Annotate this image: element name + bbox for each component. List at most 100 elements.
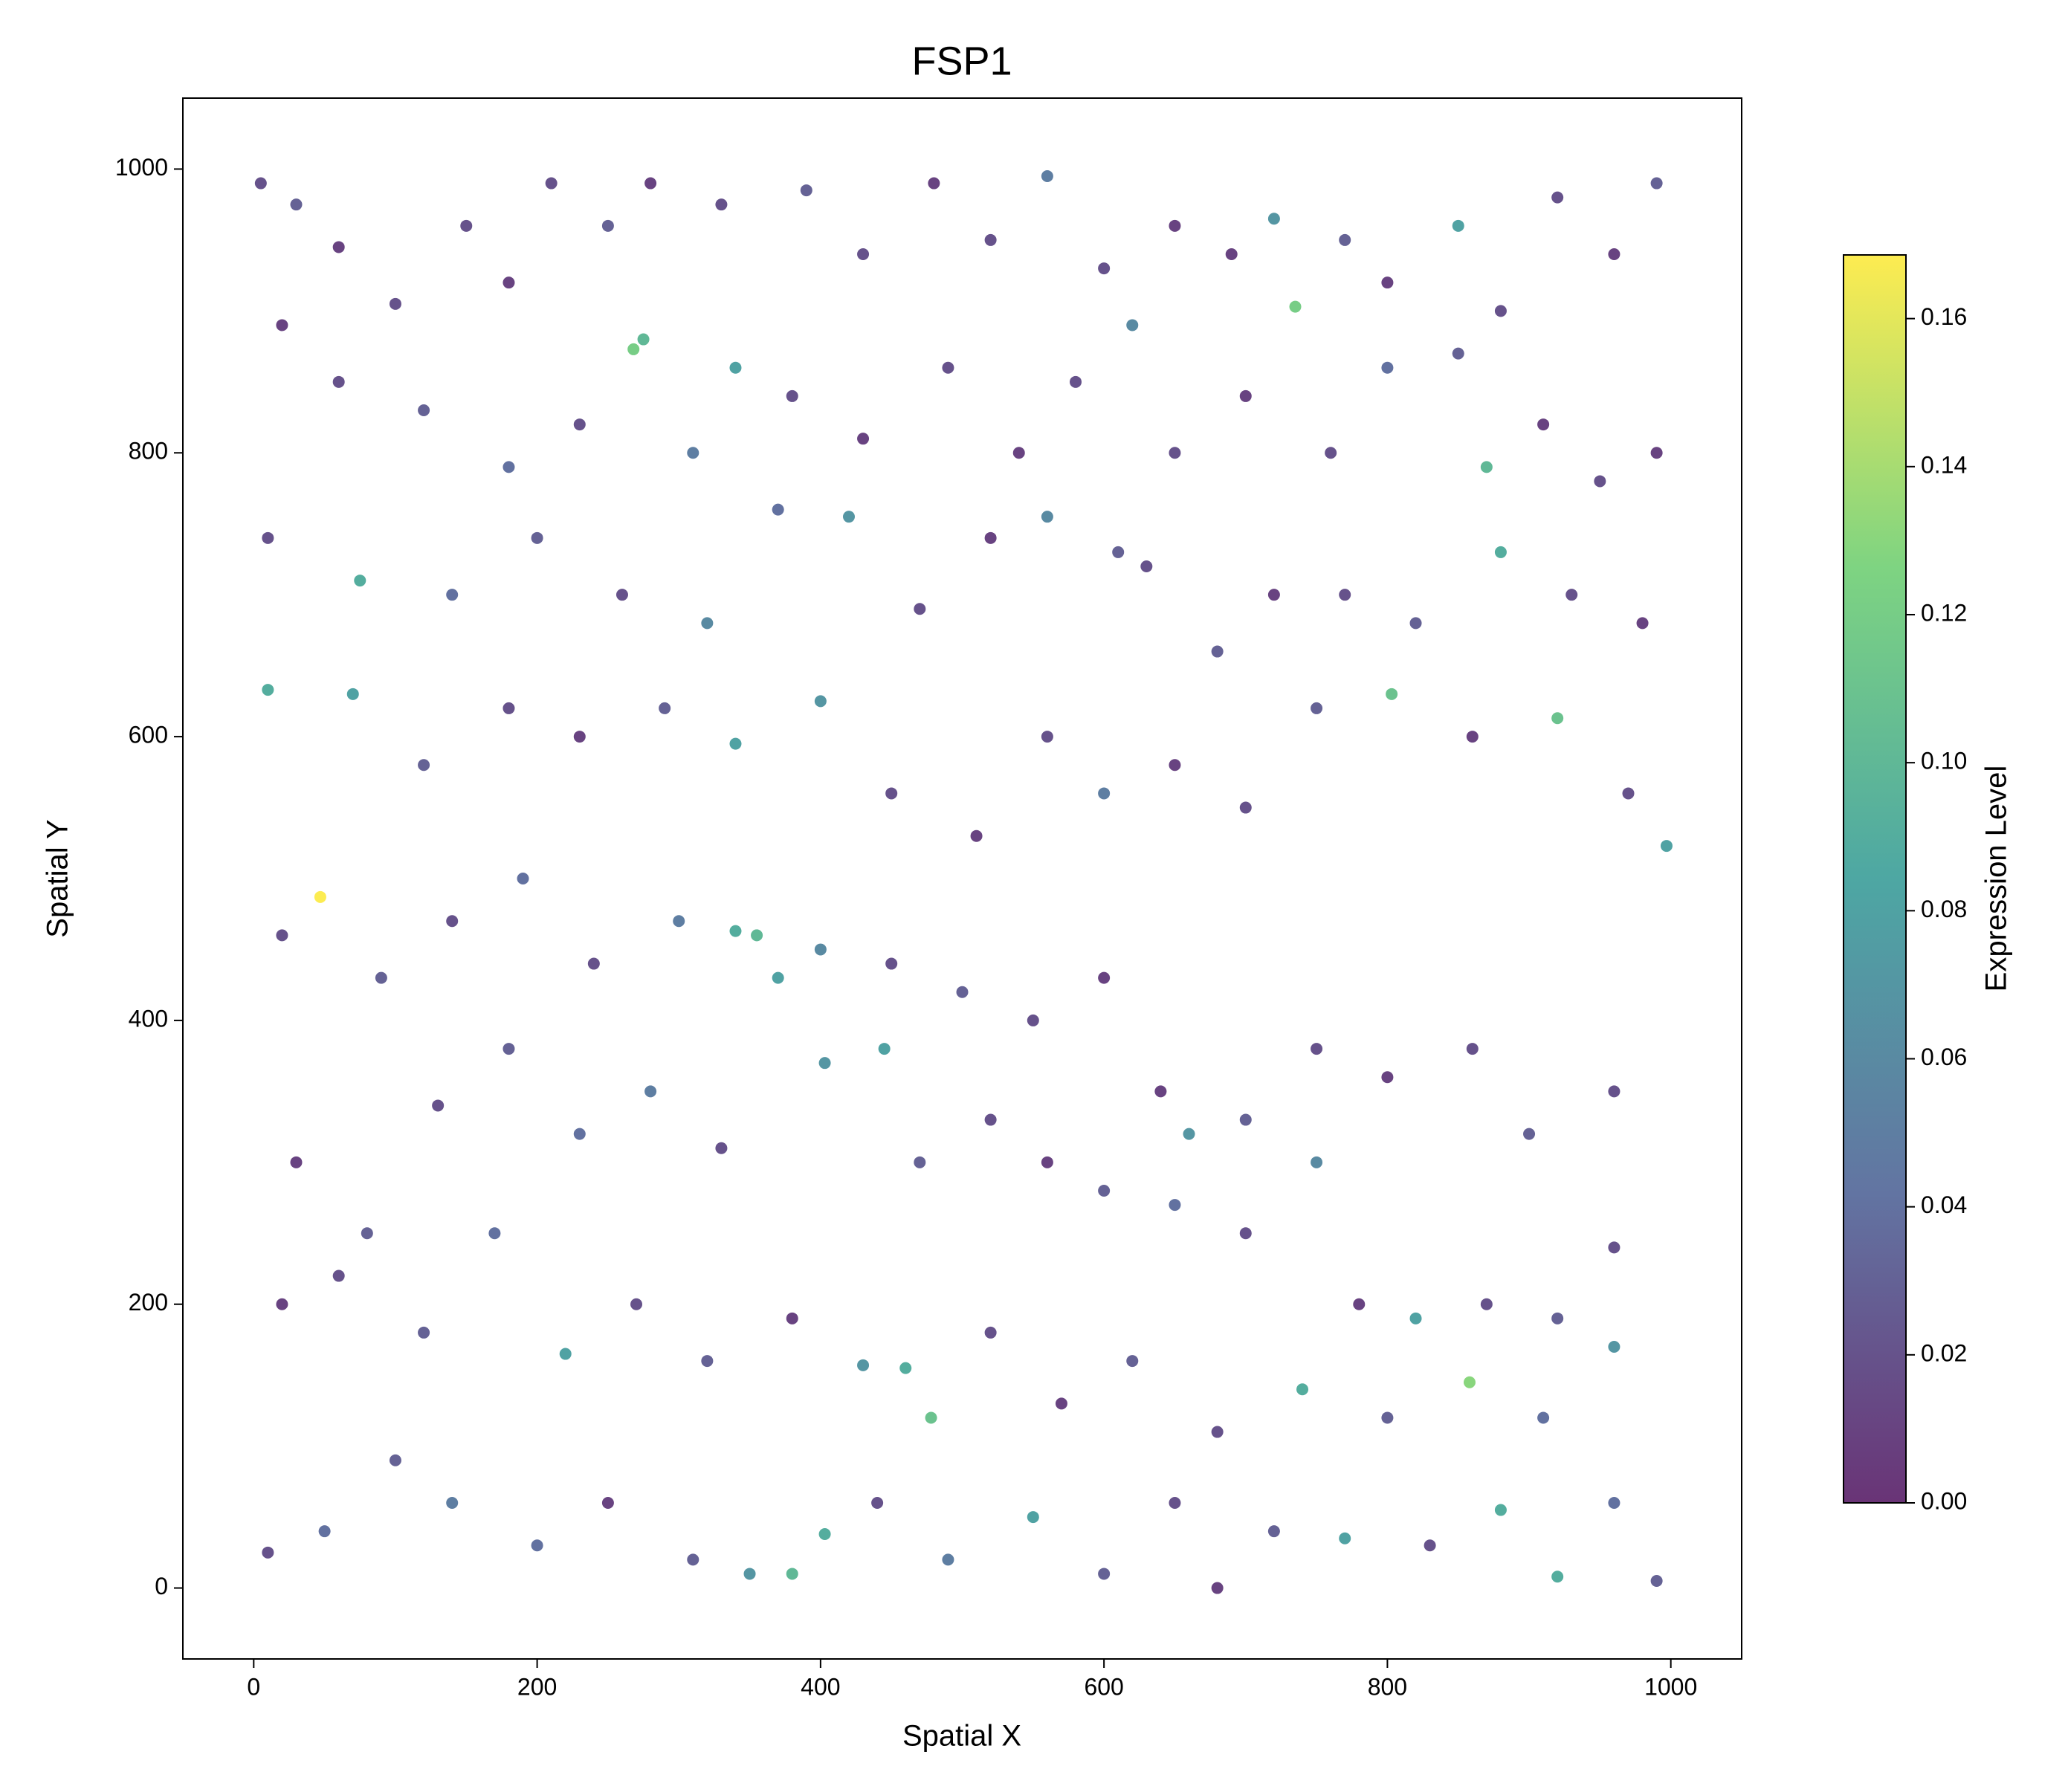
point <box>1027 1014 1039 1026</box>
point <box>1386 688 1398 700</box>
colorbar-tick-label: 0.00 <box>1921 1487 1967 1514</box>
x-tick-label: 0 <box>247 1673 260 1700</box>
point <box>772 971 784 984</box>
point <box>786 389 798 402</box>
point <box>729 925 742 937</box>
point <box>346 688 359 700</box>
point <box>446 915 459 928</box>
point <box>318 1525 331 1538</box>
point <box>290 198 303 211</box>
point <box>1211 1426 1224 1438</box>
point <box>1409 1312 1422 1324</box>
point <box>644 177 657 190</box>
point <box>1480 1298 1493 1310</box>
y-tick-label: 400 <box>129 1005 168 1032</box>
point <box>361 1227 373 1240</box>
point <box>942 1553 954 1566</box>
point <box>1140 560 1153 572</box>
point <box>1594 475 1606 488</box>
point <box>928 177 940 190</box>
plot-frame <box>182 97 1742 1660</box>
y-tick-label: 600 <box>129 722 168 748</box>
point <box>1424 1539 1436 1552</box>
point <box>1537 1411 1550 1424</box>
point <box>1289 300 1302 313</box>
point <box>984 531 997 544</box>
point <box>1494 546 1507 558</box>
point <box>389 1454 401 1466</box>
point <box>942 361 954 374</box>
point <box>262 1546 274 1559</box>
point <box>1169 1199 1181 1212</box>
point <box>1183 1128 1195 1140</box>
point <box>644 1085 657 1098</box>
point <box>786 1312 798 1324</box>
y-tick-label: 800 <box>129 438 168 465</box>
point <box>1339 1532 1351 1544</box>
point <box>751 929 763 942</box>
point <box>878 1043 891 1055</box>
colorbar-tick-label: 0.14 <box>1921 451 1967 478</box>
point <box>615 589 628 601</box>
point <box>925 1411 937 1424</box>
point <box>254 177 267 190</box>
point <box>1267 213 1280 225</box>
point <box>559 1348 572 1360</box>
point <box>871 1497 884 1509</box>
point <box>354 575 366 587</box>
point <box>1381 276 1394 289</box>
point <box>503 276 515 289</box>
y-tick-label: 1000 <box>115 154 168 181</box>
point <box>1650 177 1663 190</box>
point <box>503 461 515 473</box>
point <box>262 684 274 696</box>
point <box>1466 1043 1479 1055</box>
point <box>389 297 401 310</box>
point <box>290 1156 303 1168</box>
point <box>857 1359 870 1371</box>
point <box>332 375 345 388</box>
point <box>1466 731 1479 743</box>
point <box>687 1553 699 1566</box>
x-tick-label: 200 <box>517 1673 557 1700</box>
point <box>1608 1497 1621 1509</box>
point <box>1211 645 1224 658</box>
point <box>1098 787 1111 800</box>
point <box>1494 305 1507 317</box>
point <box>715 1142 728 1154</box>
point <box>1452 219 1464 232</box>
point <box>1551 712 1564 725</box>
y-tick-label: 0 <box>155 1573 168 1599</box>
colorbar <box>1843 254 1907 1504</box>
point <box>1339 589 1351 601</box>
x-axis-label: Spatial X <box>902 1720 1021 1753</box>
point <box>1565 589 1578 601</box>
point <box>1041 511 1053 523</box>
point <box>1339 233 1351 246</box>
point <box>1311 702 1323 714</box>
chart-title: FSP1 <box>911 39 1012 83</box>
point <box>818 1057 831 1070</box>
point <box>630 1298 643 1310</box>
point <box>460 219 473 232</box>
point <box>914 603 926 615</box>
point <box>488 1227 501 1240</box>
point <box>587 957 600 970</box>
point <box>1381 1071 1394 1084</box>
point <box>1537 418 1550 431</box>
point <box>956 986 969 998</box>
x-tick-label: 1000 <box>1644 1673 1697 1700</box>
point <box>1239 1227 1252 1240</box>
point <box>1169 219 1181 232</box>
point <box>1296 1383 1309 1396</box>
point <box>1239 801 1252 814</box>
point <box>1494 1504 1507 1516</box>
point <box>276 929 288 942</box>
point <box>687 447 699 459</box>
point <box>1636 617 1649 630</box>
point <box>573 1128 586 1140</box>
point <box>1650 447 1663 459</box>
point <box>1381 361 1394 374</box>
point <box>503 1043 515 1055</box>
